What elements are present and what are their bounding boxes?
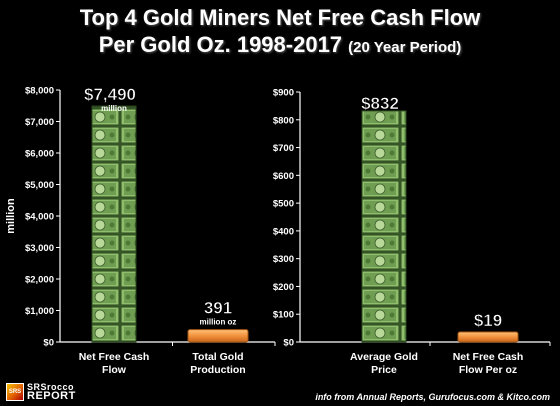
title-line-1: Top 4 Gold Miners Net Free Cash Flow bbox=[79, 5, 481, 30]
bar-value-label: $7,490 bbox=[84, 85, 136, 104]
chart-title: Top 4 Gold Miners Net Free Cash Flow Per… bbox=[0, 4, 560, 61]
y-tick-label: $700 bbox=[273, 143, 294, 154]
bar-unit-label: million bbox=[101, 104, 127, 113]
y-tick-label: $400 bbox=[273, 226, 294, 237]
panel-cash-flow: $0 $1,000 $2,000 $3,000 $4,000 $5,000 $6,000 $7… bbox=[5, 85, 276, 376]
y-tick-label: $7,000 bbox=[25, 117, 54, 128]
y-tick-label: $6,000 bbox=[25, 149, 54, 160]
logo-words: SRSrocco REPORT bbox=[27, 382, 76, 402]
y-tick-label: $1,000 bbox=[25, 306, 54, 317]
category-label: Production bbox=[190, 364, 245, 376]
logo-word-2: REPORT bbox=[27, 390, 76, 402]
y-tick-label: $4,000 bbox=[25, 212, 54, 223]
category-label: Average Gold bbox=[350, 351, 418, 363]
srsrocco-logo: SRS SRSrocco REPORT bbox=[6, 382, 76, 402]
y-tick-label: $0 bbox=[283, 338, 294, 349]
category-label: Flow bbox=[102, 364, 127, 376]
category-label: Price bbox=[371, 364, 397, 376]
bar-banknotes bbox=[91, 105, 137, 343]
category-label: Net Free Cash bbox=[79, 351, 150, 363]
category-label: Total Gold bbox=[192, 351, 243, 363]
bar-value-label: $19 bbox=[474, 311, 502, 330]
logo-word-1: SRSrocco bbox=[27, 382, 75, 392]
y-tick-label: $3,000 bbox=[25, 243, 54, 254]
y-tick-label: $0 bbox=[43, 338, 54, 349]
y-tick-label: $8,000 bbox=[25, 86, 54, 97]
y-tick-label: $900 bbox=[273, 88, 294, 99]
y-tick-label: $5,000 bbox=[25, 180, 54, 191]
bar-gold bbox=[187, 329, 249, 343]
y-tick-label: $200 bbox=[273, 282, 294, 293]
y-tick-label: $100 bbox=[273, 310, 294, 321]
title-line-2: Per Gold Oz. 1998-2017 (20 Year Period) bbox=[0, 31, 560, 61]
bar-banknotes bbox=[361, 110, 407, 343]
y-tick-label: $500 bbox=[273, 199, 294, 210]
y-tick-label: $800 bbox=[273, 115, 294, 126]
y-tick-label: $300 bbox=[273, 254, 294, 265]
bar-value-label: 391 bbox=[204, 299, 232, 318]
title-period: (20 Year Period) bbox=[348, 39, 462, 56]
y-tick-label: $600 bbox=[273, 171, 294, 182]
y-tick-label: $2,000 bbox=[25, 275, 54, 286]
category-label: Flow Per oz bbox=[459, 364, 517, 376]
category-label: Net Free Cash bbox=[453, 351, 524, 363]
bar-unit-label: million oz bbox=[200, 318, 237, 327]
logo-badge: SRS bbox=[6, 383, 24, 401]
panel-per-oz: $0 $100 $200 $300 $400 $500 $600 $700 $800 $900 $8… bbox=[273, 88, 551, 376]
title-line-2-main: Per Gold Oz. 1998-2017 bbox=[98, 32, 343, 57]
y-axis-label: million bbox=[5, 198, 17, 234]
source-note: info from Annual Reports, Gurufocus.com … bbox=[315, 392, 550, 402]
bar-value-label: $832 bbox=[361, 94, 399, 113]
bar-gold bbox=[457, 331, 519, 343]
